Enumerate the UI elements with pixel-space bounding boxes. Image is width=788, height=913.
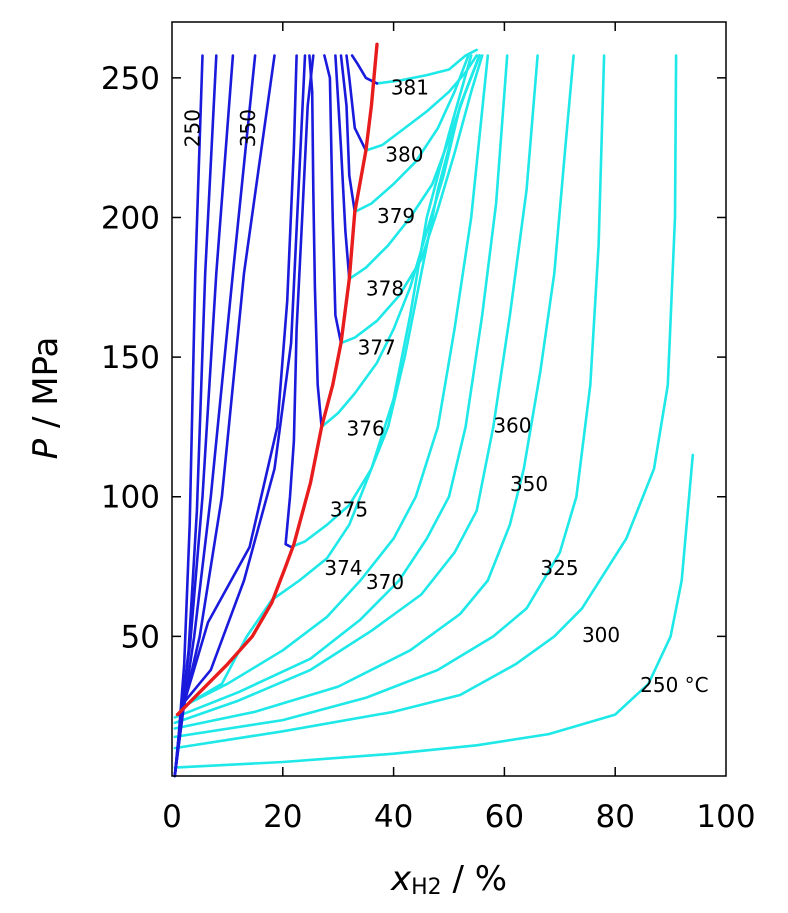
- x-tick-label-0: 0: [162, 799, 182, 835]
- vapor-curve-360-4: [173, 54, 539, 725]
- liquid-curve-liq-378-10: [334, 54, 351, 281]
- curve-label-376-5: 376: [347, 416, 385, 440]
- vapor-curve-374-7: [187, 54, 473, 705]
- curve-label-325-11: 325: [540, 556, 578, 580]
- liquid-curve-liq-381-13: [350, 54, 379, 85]
- curve-label-250-c-13: 250 °C: [640, 673, 709, 697]
- x-tick-label-80: 80: [595, 799, 634, 835]
- curve-label-379-2: 379: [377, 204, 415, 228]
- curve-label-375-6: 375: [330, 497, 368, 521]
- liquid-curve-liq-f-5: [173, 54, 298, 778]
- y-tick-label-250: 250: [101, 61, 160, 97]
- vapor-curve-vap-372-6: [181, 54, 490, 708]
- vapor-curve-250-c-0: [173, 453, 695, 769]
- liquid-curve-liq-377-9: [323, 54, 343, 345]
- liquid-curve-liq-380-12: [345, 54, 368, 152]
- critical-line-critical-locus-0: [175, 42, 379, 717]
- x-axis-subscript: H2: [411, 875, 442, 900]
- curve-label-370-8: 370: [366, 570, 404, 594]
- vapor-curve-370-5: [173, 54, 509, 719]
- x-axis-unit: / %: [442, 859, 507, 899]
- y-tick-label-200: 200: [101, 200, 160, 236]
- curve-label-377-4: 377: [358, 335, 396, 359]
- axes-frame: [171, 21, 727, 777]
- vapor-curve-378-11: [348, 54, 481, 281]
- curve-label-350-15: 350: [236, 109, 260, 147]
- liquid-curve-liq-h-7: [284, 54, 315, 549]
- curve-label-380-1: 380: [385, 143, 423, 167]
- vapor-curve-325-2: [173, 54, 606, 739]
- y-axis-title: P / MPa: [26, 337, 66, 460]
- curve-label-250-14: 250: [181, 109, 205, 147]
- curve-label-360-9: 360: [493, 414, 531, 438]
- y-axis-unit: / MPa: [26, 337, 66, 439]
- curve-label-300-12: 300: [582, 623, 620, 647]
- liquid-curve-liq-376-8: [308, 54, 323, 429]
- tick-layer: 0 20 40 60 80 100 50 100 150 200 250: [101, 22, 756, 835]
- y-tick-label-100: 100: [101, 480, 160, 516]
- x-tick-label-60: 60: [485, 799, 524, 835]
- vapor-curve-350-3: [173, 54, 575, 730]
- liquid-curve-liq-379-11: [339, 54, 357, 214]
- vapor-curve-381-14: [375, 48, 478, 85]
- vapor-curve-377-10: [339, 54, 484, 345]
- y-axis-var: P: [26, 438, 66, 459]
- curve-label-381-0: 381: [391, 76, 429, 100]
- x-tick-label-40: 40: [374, 799, 413, 835]
- y-tick-label-150: 150: [101, 340, 160, 376]
- x-axis-var: x: [390, 859, 412, 899]
- curve-label-350-10: 350: [510, 472, 548, 496]
- vapor-curve-376-9: [320, 54, 481, 429]
- vapor-curve-300-1: [173, 54, 678, 750]
- y-tick-label-50: 50: [121, 619, 160, 655]
- liquid-curve-liq-g-6: [173, 54, 307, 778]
- curve-label-378-3: 378: [366, 277, 404, 301]
- vapor-curve-380-13: [364, 54, 478, 152]
- vapor-curve-375-8: [289, 54, 481, 549]
- vapor-curve-379-12: [353, 54, 470, 214]
- x-axis-title: xH2 / %: [390, 859, 507, 900]
- x-tick-label-100: 100: [696, 799, 755, 835]
- curve-label-374-7: 374: [324, 556, 362, 580]
- x-tick-label-20: 20: [263, 799, 302, 835]
